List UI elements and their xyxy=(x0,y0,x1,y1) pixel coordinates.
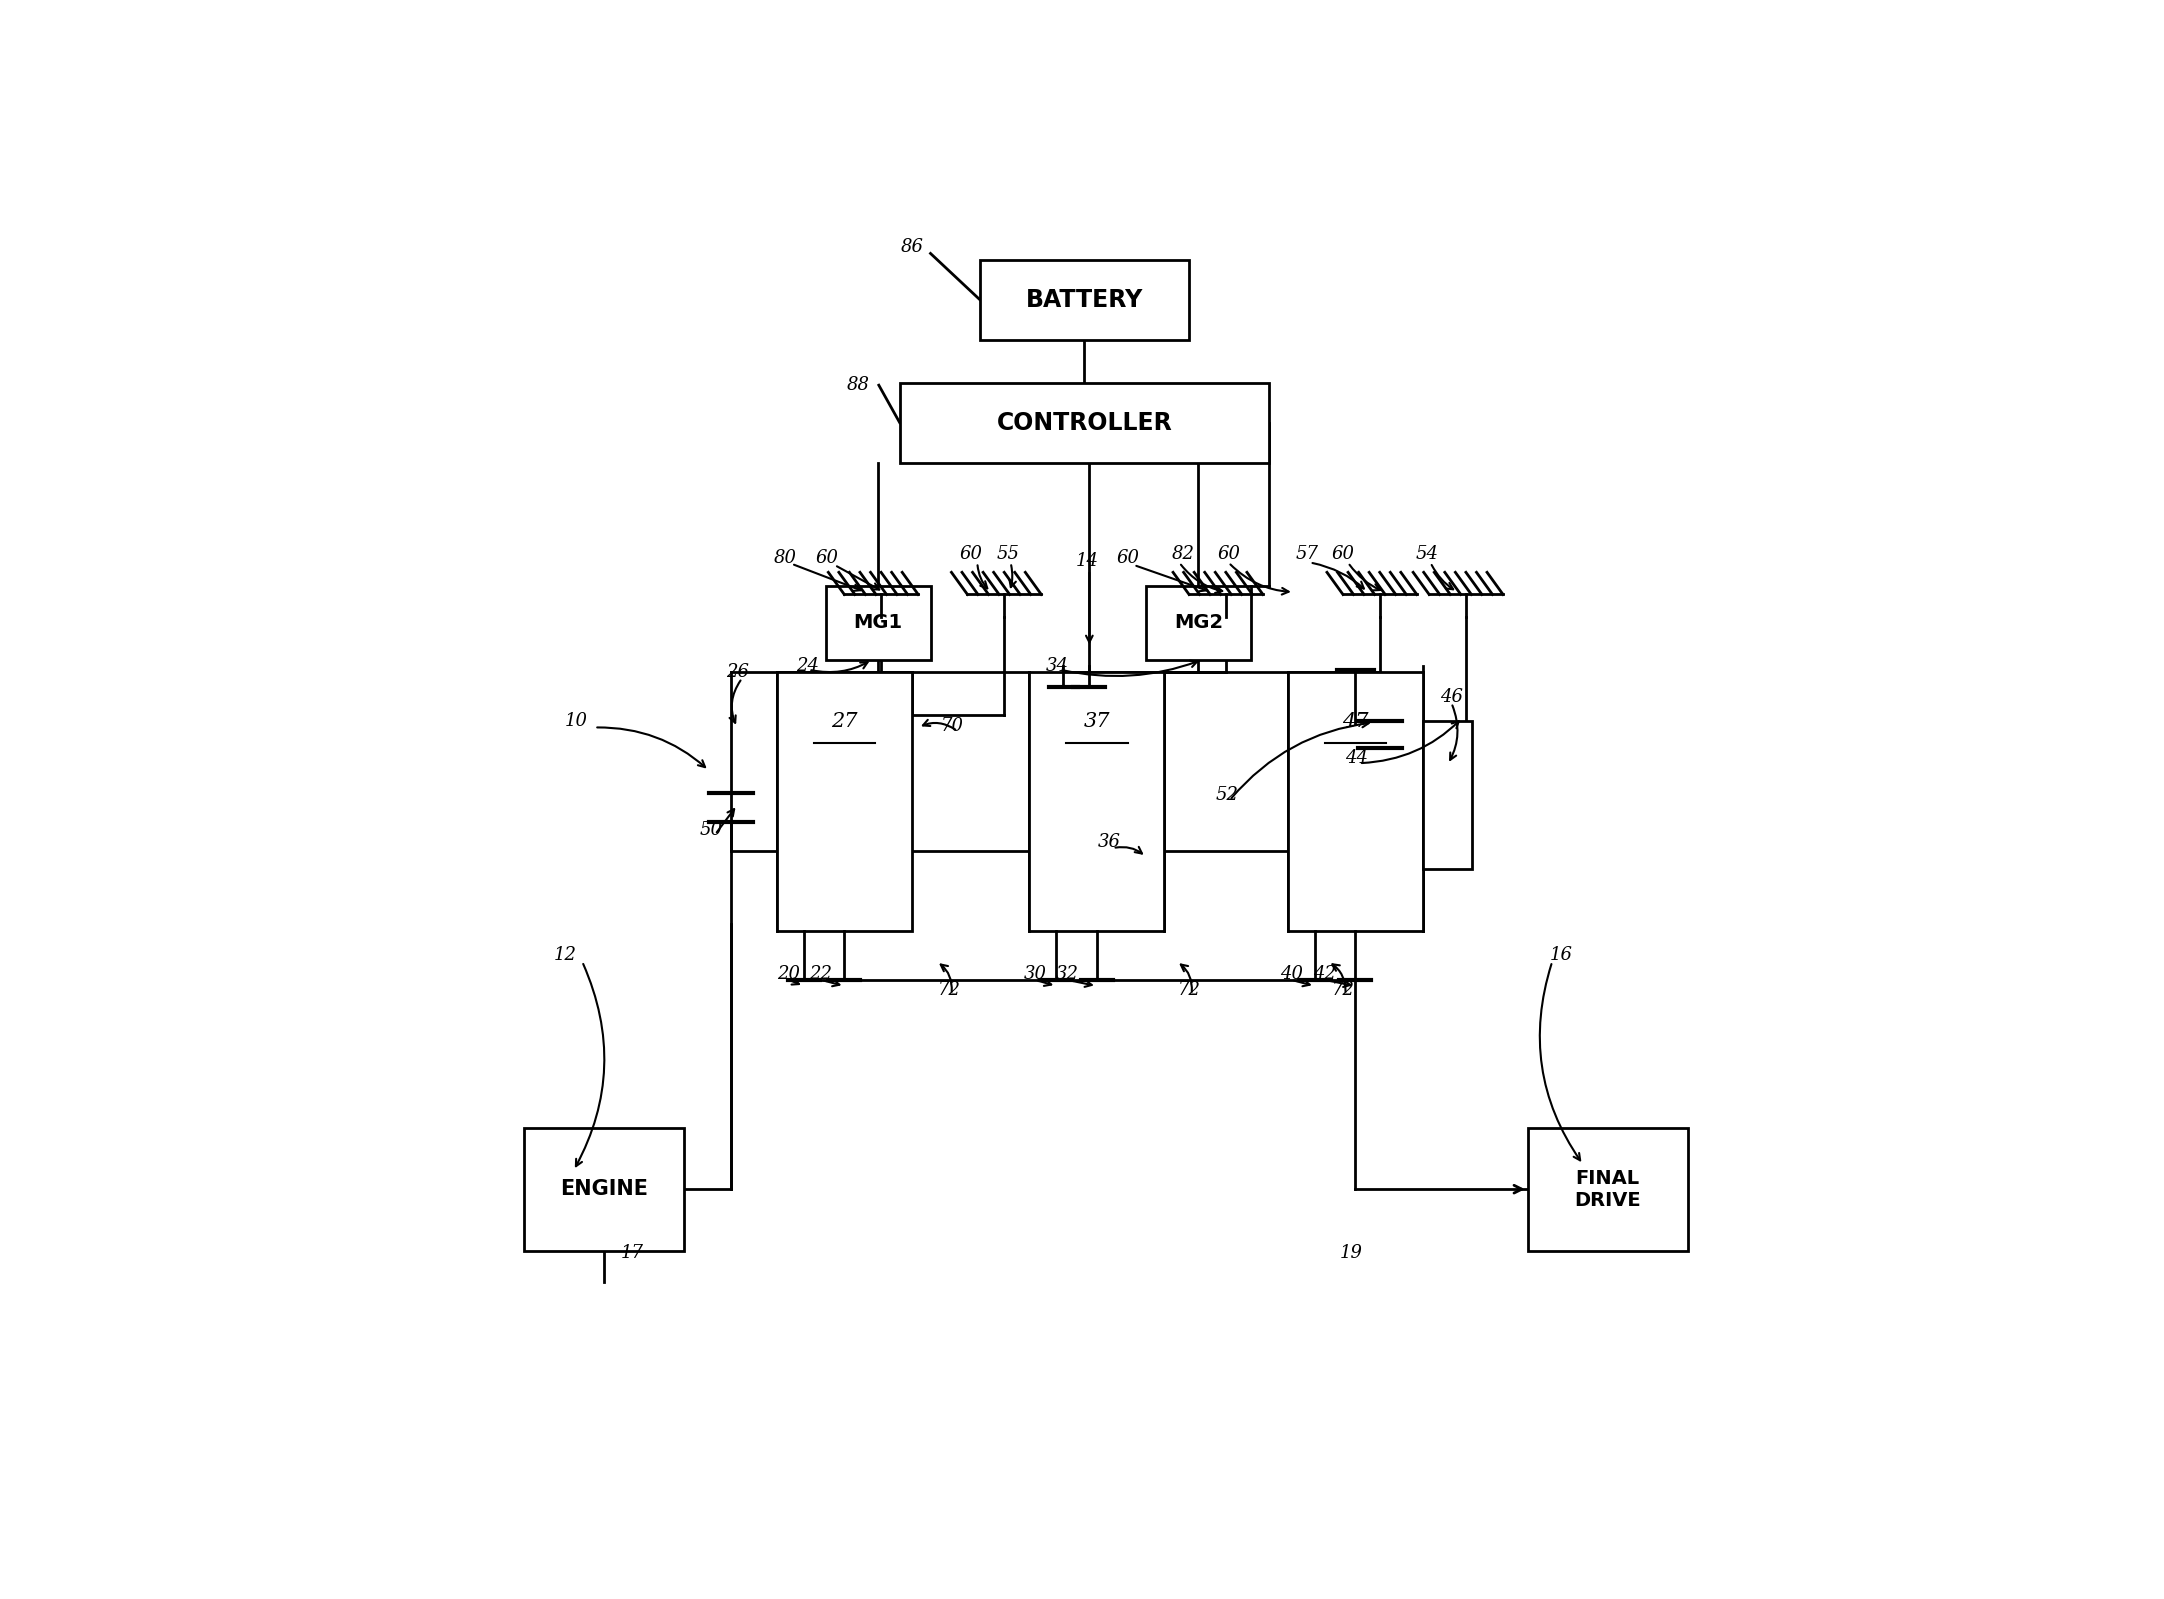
Text: ENGINE: ENGINE xyxy=(560,1178,649,1199)
Text: 22: 22 xyxy=(809,964,833,983)
Bar xyxy=(777,672,911,931)
Text: 34: 34 xyxy=(1045,657,1069,675)
Text: 46: 46 xyxy=(1439,688,1463,705)
Bar xyxy=(1288,672,1424,931)
Text: 30: 30 xyxy=(1024,964,1047,983)
Text: 19: 19 xyxy=(1340,1244,1363,1262)
Text: 60: 60 xyxy=(1216,545,1240,563)
Text: 17: 17 xyxy=(621,1244,645,1262)
Bar xyxy=(1528,1127,1688,1250)
Text: 72: 72 xyxy=(1331,980,1355,999)
Text: 60: 60 xyxy=(816,548,840,566)
Text: 14: 14 xyxy=(1076,552,1099,571)
Text: 26: 26 xyxy=(725,664,749,681)
Text: 40: 40 xyxy=(1279,964,1303,983)
Text: 80: 80 xyxy=(775,548,796,566)
Text: 42: 42 xyxy=(1314,964,1335,983)
Text: 60: 60 xyxy=(959,545,982,563)
Text: 54: 54 xyxy=(1415,545,1439,563)
Bar xyxy=(900,382,1268,462)
Text: 20: 20 xyxy=(777,964,801,983)
Text: MG1: MG1 xyxy=(853,614,902,632)
Text: MG2: MG2 xyxy=(1173,614,1223,632)
Text: 55: 55 xyxy=(998,545,1019,563)
Text: 10: 10 xyxy=(565,712,586,731)
Text: 44: 44 xyxy=(1346,750,1368,768)
Text: 24: 24 xyxy=(796,657,818,675)
Text: 47: 47 xyxy=(1342,712,1368,731)
Text: 12: 12 xyxy=(554,947,576,964)
Text: 16: 16 xyxy=(1549,947,1573,964)
Text: 72: 72 xyxy=(1177,980,1201,999)
Bar xyxy=(524,1127,684,1250)
Text: 52: 52 xyxy=(1216,787,1238,804)
Text: 88: 88 xyxy=(846,376,870,395)
Text: 57: 57 xyxy=(1296,545,1318,563)
Text: FINAL
DRIVE: FINAL DRIVE xyxy=(1575,1169,1640,1210)
Bar xyxy=(827,585,931,660)
Text: 60: 60 xyxy=(1117,548,1138,566)
Bar xyxy=(980,259,1188,339)
Text: CONTROLLER: CONTROLLER xyxy=(998,411,1173,435)
Text: BATTERY: BATTERY xyxy=(1026,288,1143,312)
Text: 36: 36 xyxy=(1097,833,1121,851)
Bar xyxy=(1030,672,1164,931)
Text: 50: 50 xyxy=(699,820,723,838)
Bar xyxy=(1424,721,1472,870)
Bar xyxy=(1147,585,1251,660)
Text: 37: 37 xyxy=(1084,712,1110,731)
Text: 27: 27 xyxy=(831,712,857,731)
Text: 72: 72 xyxy=(937,980,961,999)
Text: 60: 60 xyxy=(1331,545,1355,563)
Text: 82: 82 xyxy=(1171,545,1195,563)
Text: 32: 32 xyxy=(1056,964,1078,983)
Text: 86: 86 xyxy=(900,238,924,256)
Text: 70: 70 xyxy=(941,718,965,736)
